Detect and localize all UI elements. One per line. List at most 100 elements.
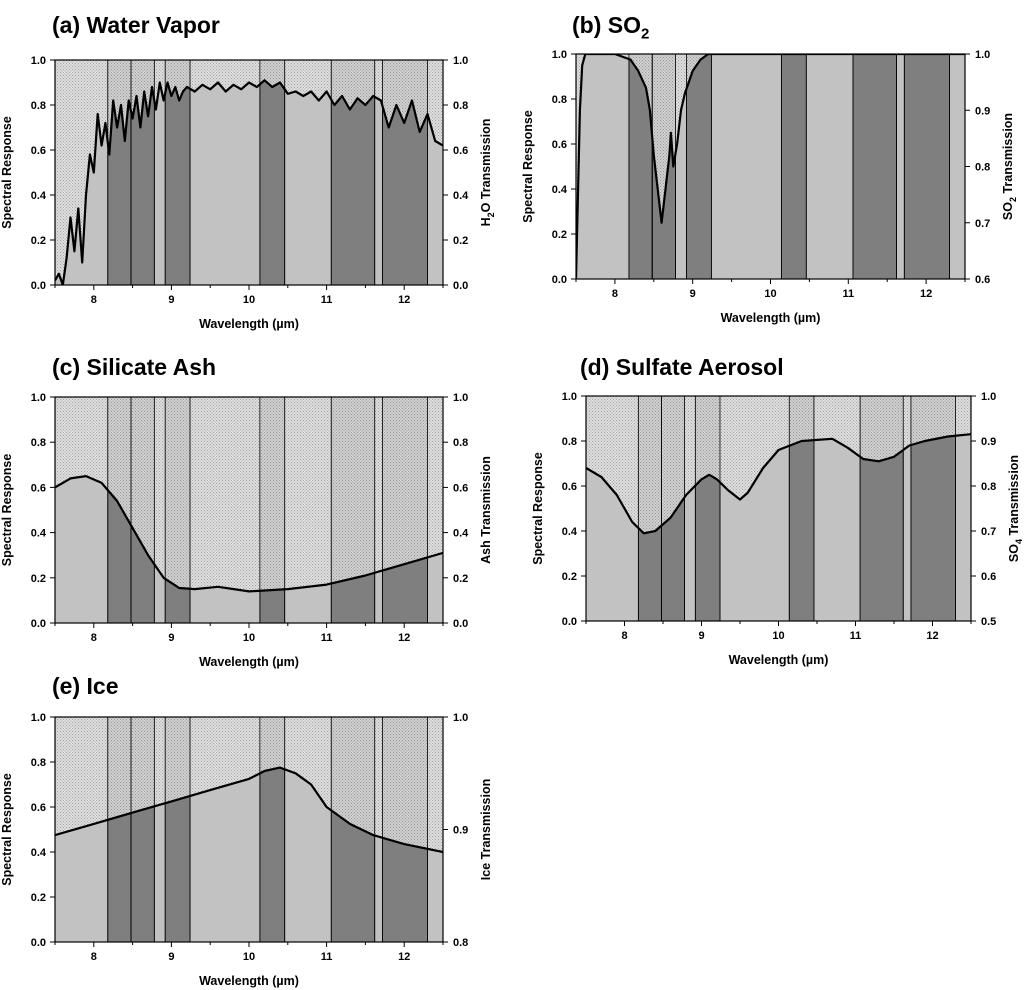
y2-tick-label: 0.6	[453, 145, 468, 157]
x-tick-label: 8	[612, 288, 618, 300]
y-axis-label: Spectral Response	[531, 452, 545, 565]
y2-label-part: SO	[1001, 202, 1015, 220]
panel-name-subscript: 2	[641, 25, 650, 43]
y2-axis-label: SO2 Transmission	[1001, 113, 1018, 220]
y-tick-label: 0.4	[31, 190, 47, 202]
y2-label-subscript: 2	[486, 212, 496, 217]
y-tick-label: 0.8	[31, 437, 46, 449]
y-tick-label: 0.6	[31, 482, 46, 494]
panel-water-vapor: (a) Water Vapor 0.0 0.2 0.4 0.6 0.8 1.0 0.0 0.2…	[0, 0, 510, 335]
x-tick-label: 10	[243, 294, 255, 306]
y2-tick-label: 1.0	[453, 55, 468, 67]
y2-label-part: Ice Transmission	[479, 779, 493, 880]
y2-tick-label: 0.6	[453, 482, 468, 494]
y-axis-label: Spectral Response	[0, 116, 14, 229]
x-tick-label: 9	[690, 288, 696, 300]
y2-label-part: Transmission	[1001, 113, 1015, 197]
x-tick-label: 10	[243, 632, 255, 644]
y-tick-label: 1.0	[552, 49, 567, 61]
channel-band	[852, 53, 897, 280]
y2-axis-label: SO4 Transmission	[1007, 455, 1024, 562]
y-tick-label: 0.6	[562, 481, 577, 493]
panel-name: Sulfate Aerosol	[615, 354, 784, 380]
x-tick-label: 8	[91, 951, 97, 963]
y-tick-label: 1.0	[562, 391, 577, 403]
y-tick-label: 0.6	[31, 802, 46, 814]
y2-tick-label: 0.8	[453, 100, 468, 112]
y2-tick-label: 0.8	[453, 437, 468, 449]
x-tick-label: 12	[398, 951, 410, 963]
x-tick-label: 9	[168, 632, 174, 644]
x-tick-label: 11	[321, 294, 333, 306]
y-tick-label: 0.8	[562, 436, 577, 448]
y2-label-subscript: 2	[1008, 197, 1018, 202]
x-tick-label: 11	[321, 951, 333, 963]
panel-sulfate-aerosol: (d) Sulfate Aerosol 0.0 0.2 0.4 0.6 0.8 1.0 0.…	[529, 345, 1029, 680]
y2-tick-label: 0.2	[453, 235, 468, 247]
panel-letter: (e)	[52, 673, 81, 699]
y-tick-label: 0.0	[562, 616, 577, 628]
y-tick-label: 0.0	[552, 274, 567, 286]
y-tick-label: 0.2	[31, 235, 46, 247]
y-tick-label: 0.8	[552, 94, 567, 106]
y-tick-label: 0.2	[31, 573, 46, 585]
transmission-line	[576, 54, 965, 279]
y-axis-label: Spectral Response	[521, 110, 535, 223]
chart-ice: 0.0 0.2 0.4 0.6 0.8 1.0 0.8 0.9 1.0 8 9 10 11 12 Wavel…	[0, 712, 493, 988]
panel-title: (e) Ice	[52, 675, 119, 703]
absorption-region	[55, 60, 443, 285]
y2-tick-label: 0.0	[453, 280, 468, 292]
y-tick-label: 0.0	[31, 618, 46, 630]
transmission-line	[586, 433, 971, 535]
y2-tick-label: 0.4	[453, 190, 469, 202]
chart-water-vapor: 0.0 0.2 0.4 0.6 0.8 1.0 0.0 0.2 0.4 0.6 0.8 1.0 8 9 10…	[0, 55, 496, 331]
y-tick-label: 0.8	[31, 757, 46, 769]
y-tick-label: 0.6	[31, 145, 46, 157]
y-tick-label: 0.4	[562, 526, 578, 538]
y2-tick-label: 0.9	[453, 825, 468, 837]
y2-label-subscript: 4	[1014, 539, 1024, 544]
y2-tick-label: 0.8	[453, 937, 468, 949]
y2-tick-label: 0.9	[975, 105, 990, 117]
x-tick-label: 12	[398, 294, 410, 306]
x-tick-label: 9	[168, 294, 174, 306]
channel-band	[259, 59, 286, 286]
channel-band	[780, 53, 807, 280]
y-tick-label: 0.4	[31, 528, 47, 540]
channel-band	[686, 53, 712, 280]
panel-title: (b) SO2	[572, 14, 649, 42]
y2-tick-label: 1.0	[975, 49, 990, 61]
y2-tick-label: 0.7	[975, 218, 990, 230]
x-tick-label: 9	[698, 630, 704, 642]
y2-tick-label: 0.0	[453, 618, 468, 630]
y2-tick-label: 0.6	[981, 571, 996, 583]
y2-label-part: Transmission	[1007, 455, 1021, 539]
y2-tick-label: 0.7	[981, 526, 996, 538]
y-tick-label: 0.6	[552, 139, 567, 151]
panel-name: Water Vapor	[86, 12, 220, 38]
panel-letter: (b)	[572, 12, 602, 38]
x-tick-label: 12	[926, 630, 938, 642]
panel-silicate-ash: (c) Silicate Ash 0.0 0.2 0.4 0.6 0.8 1.0 0.0 0.…	[0, 345, 510, 680]
panel-name: SO	[607, 12, 641, 38]
y-tick-label: 1.0	[31, 55, 46, 67]
x-axis-label: Wavelength (µm)	[199, 974, 299, 988]
panel-letter: (d)	[580, 354, 610, 380]
x-tick-label: 11	[321, 632, 333, 644]
panel-title: (d) Sulfate Aerosol	[580, 356, 784, 384]
transmission-line	[55, 79, 443, 285]
x-tick-label: 10	[772, 630, 784, 642]
x-axis-label: Wavelength (µm)	[199, 655, 299, 669]
y2-label-part: SO	[1007, 544, 1021, 562]
panel-letter: (c)	[52, 354, 81, 380]
y2-tick-label: 0.5	[981, 616, 996, 628]
transmission-line	[55, 475, 443, 593]
y-tick-label: 0.4	[31, 847, 47, 859]
absorption-region	[576, 54, 965, 279]
y2-axis-label: Ash Transmission	[479, 456, 493, 564]
y2-axis-label: H2O Transmission	[479, 119, 496, 227]
y-tick-label: 0.2	[31, 892, 46, 904]
y-tick-label: 1.0	[31, 392, 46, 404]
y-tick-label: 0.0	[31, 937, 46, 949]
y2-axis-label: Ice Transmission	[479, 779, 493, 880]
